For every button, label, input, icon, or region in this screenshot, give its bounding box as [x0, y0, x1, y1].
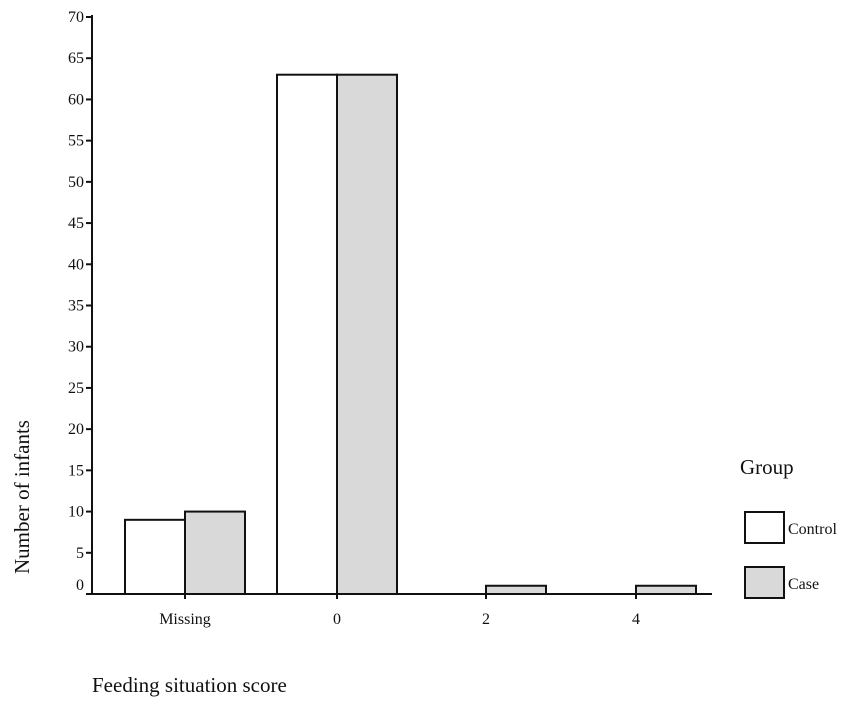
y-tick-label: 20 — [68, 421, 84, 438]
control-legend-swatch — [744, 511, 785, 544]
y-axis-title: Number of infants — [10, 420, 34, 574]
y-tick-label: 0 — [76, 577, 84, 594]
x-tick-label: 0 — [333, 611, 341, 628]
legend: Group Control Case — [740, 455, 837, 599]
control-legend-label: Control — [788, 521, 837, 538]
y-tick-label: 60 — [68, 91, 84, 108]
x-tick-label: 4 — [632, 611, 640, 628]
y-tick-label: 30 — [68, 339, 84, 356]
control-bar — [276, 73, 338, 595]
legend-title: Group — [740, 455, 794, 479]
y-tick-label: 15 — [68, 462, 84, 479]
y-tick-label: 55 — [68, 133, 84, 150]
x-tick-label: 2 — [482, 611, 490, 628]
y-tick-label: 5 — [76, 545, 84, 562]
y-tick-label: 70 — [68, 9, 84, 26]
y-tick-label: 10 — [68, 504, 84, 521]
case-bar — [184, 510, 246, 596]
x-tick-label: Missing — [159, 611, 211, 628]
x-axis-ticks: Missing 0 2 4 — [159, 594, 640, 628]
y-tick-label: 65 — [68, 50, 84, 67]
y-tick-label: 45 — [68, 215, 84, 232]
y-axis-ticks: 0 5 10 15 20 25 30 35 40 45 50 55 60 65 70 — [68, 9, 92, 595]
case-legend-label: Case — [788, 576, 819, 593]
case-legend-swatch — [744, 566, 785, 599]
y-tick-label: 40 — [68, 256, 84, 273]
y-tick-label: 25 — [68, 380, 84, 397]
case-bar — [336, 73, 398, 595]
control-bar — [124, 518, 186, 595]
y-tick-label: 50 — [68, 174, 84, 191]
bars — [124, 73, 697, 596]
y-tick-label: 35 — [68, 298, 84, 315]
case-bar — [485, 584, 547, 595]
x-axis-title: Feeding situation score — [92, 673, 287, 697]
case-bar — [635, 584, 697, 595]
